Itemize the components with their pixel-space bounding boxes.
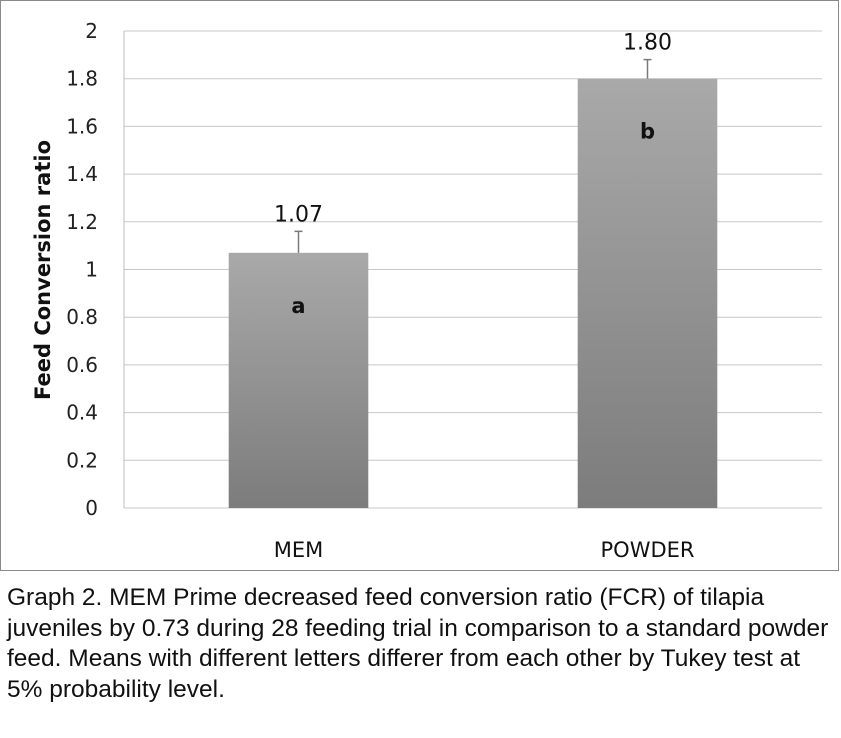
value-label-powder: 1.80	[623, 31, 672, 56]
bar-mem	[228, 252, 369, 508]
y-tick-label: 0	[85, 496, 98, 520]
bars: 1.07 a 1.80 b	[228, 31, 718, 508]
x-category-label-powder: POWDER	[601, 538, 695, 562]
y-axis-ticks: 0 0.2 0.4 0.6 0.8 1 1.2 1.4 1.6 1.8 2	[66, 19, 98, 520]
y-axis-title: Feed Conversion ratio	[31, 140, 55, 400]
y-tick-label: 1.2	[66, 210, 98, 234]
y-tick-label: 0.8	[66, 305, 98, 329]
y-tick-label: 0.2	[66, 448, 98, 472]
y-tick-label: 1.6	[66, 114, 98, 138]
y-tick-label: 0.6	[66, 353, 98, 377]
group-letter-powder: b	[640, 120, 655, 144]
group-letter-mem: a	[291, 294, 305, 318]
bar-powder	[577, 78, 718, 508]
y-tick-label: 1.4	[66, 162, 98, 186]
y-tick-label: 1	[85, 258, 98, 282]
feed-conversion-bar-chart: 0 0.2 0.4 0.6 0.8 1 1.2 1.4 1.6 1.8 2 1.07 a 1.80 b M…	[31, 19, 822, 562]
y-tick-label: 1.8	[66, 67, 98, 91]
x-axis-labels: MEM POWDER	[274, 538, 695, 562]
y-tick-label: 0.4	[66, 401, 98, 425]
value-label-mem: 1.07	[274, 202, 323, 227]
y-tick-label: 2	[85, 19, 98, 43]
x-category-label-mem: MEM	[274, 538, 324, 562]
figure-caption: Graph 2. MEM Prime decreased feed conver…	[7, 584, 829, 703]
